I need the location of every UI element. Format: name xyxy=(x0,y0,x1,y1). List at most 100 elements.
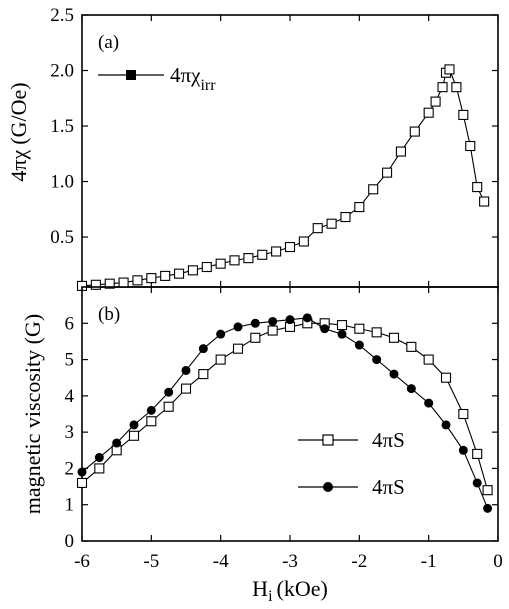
y-tick-label: 1.5 xyxy=(50,116,74,137)
panel-a-tag: (a) xyxy=(98,32,119,53)
data-point xyxy=(129,420,139,430)
data-point xyxy=(451,82,462,93)
data-point xyxy=(94,463,105,474)
data-point xyxy=(382,167,393,178)
legend-marker-a xyxy=(126,70,136,80)
data-point xyxy=(268,316,278,326)
data-point xyxy=(250,332,261,343)
x-axis-title-sub: i xyxy=(268,588,273,605)
data-point xyxy=(181,365,191,375)
y-tick-label: 0 xyxy=(65,531,75,552)
x-axis-title: Hi (kOe) xyxy=(252,576,328,605)
data-point xyxy=(271,246,282,257)
legend-label-a-main: 4πχ xyxy=(170,63,201,87)
data-point xyxy=(76,477,88,488)
data-point xyxy=(440,372,452,383)
series-line xyxy=(81,68,485,287)
panel-a-y-axis-title: 4πχ (G/Oe) xyxy=(6,82,31,181)
data-point xyxy=(298,236,309,247)
y-tick-label: 4 xyxy=(65,386,75,407)
data-point xyxy=(128,430,140,441)
data-point xyxy=(146,416,157,427)
y-tick-label: 6 xyxy=(65,313,75,334)
data-point xyxy=(441,420,451,430)
data-point xyxy=(146,405,156,415)
data-point xyxy=(198,369,209,380)
data-point xyxy=(187,265,198,276)
data-point xyxy=(243,253,254,264)
data-point xyxy=(215,354,226,365)
data-point xyxy=(320,324,330,334)
data-point xyxy=(472,182,483,193)
data-point xyxy=(118,277,129,288)
panel-b-legend: 4πS 4πS xyxy=(298,428,405,499)
data-point xyxy=(164,387,174,397)
data-point xyxy=(444,64,455,75)
data-point xyxy=(354,323,365,334)
data-point xyxy=(472,478,482,488)
legend-label-a: 4πχirr xyxy=(170,63,216,94)
legend-label-a-sub: irr xyxy=(200,77,216,94)
data-point xyxy=(201,261,212,273)
x-tick-label: -2 xyxy=(351,551,367,572)
panel-b-y-ticks: 0 1 2 3 4 5 6 xyxy=(65,313,498,552)
data-point xyxy=(285,315,295,325)
data-point xyxy=(312,223,323,234)
panel-a-y-axis-title-unit: (G/Oe) xyxy=(6,82,31,144)
data-point xyxy=(216,329,226,339)
series-line xyxy=(81,317,489,509)
data-point xyxy=(104,278,115,289)
data-point xyxy=(479,196,490,207)
data-point xyxy=(215,258,226,269)
data-point xyxy=(302,313,312,323)
data-point xyxy=(250,318,260,328)
data-point xyxy=(112,438,122,448)
data-point xyxy=(77,467,87,477)
data-point xyxy=(284,241,296,253)
data-point xyxy=(340,212,351,223)
legend-marker-b1 xyxy=(322,434,334,446)
data-point xyxy=(395,146,406,157)
data-point xyxy=(409,126,420,137)
x-tick-label: -4 xyxy=(213,551,229,572)
data-point xyxy=(483,503,493,513)
data-point xyxy=(371,327,382,338)
data-point xyxy=(458,408,469,420)
panel-a-y-axis-title-main: 4πχ xyxy=(6,149,31,181)
y-tick-label: 1.0 xyxy=(50,172,74,193)
legend-label-b1: 4πS xyxy=(372,428,405,452)
data-point xyxy=(406,341,417,352)
panel-a: 0.51.01.52.02.5 (a) 4πχirr 4πχ(G/Oe) xyxy=(6,5,499,291)
data-point xyxy=(437,82,448,93)
y-tick-label: 1 xyxy=(65,495,75,516)
data-point xyxy=(257,249,268,260)
data-point xyxy=(163,401,174,412)
data-point xyxy=(90,279,101,290)
data-point xyxy=(336,320,348,331)
panel-a-y-ticks: 0.5 1.0 1.5 2.0 2.5 xyxy=(50,5,499,287)
panel-a-series xyxy=(76,64,490,291)
data-point xyxy=(423,354,434,365)
data-point xyxy=(368,184,379,195)
y-tick-label: 2.5 xyxy=(50,5,74,26)
data-point xyxy=(354,202,365,213)
data-point xyxy=(482,485,493,496)
x-tick-label: -3 xyxy=(282,551,298,572)
panel-b: 0 1 2 3 4 5 6 -6 -5 -4 -3 -2 -1 0 (b) 4πS 4πS magnet… xyxy=(20,286,503,605)
data-point xyxy=(198,344,208,354)
x-tick-label: -1 xyxy=(421,551,437,572)
data-point xyxy=(424,398,434,408)
data-point xyxy=(423,107,434,118)
data-point xyxy=(388,332,400,343)
data-point xyxy=(458,109,469,120)
panel-b-tag: (b) xyxy=(98,304,120,325)
data-point xyxy=(389,369,399,379)
data-point xyxy=(326,218,337,229)
data-point xyxy=(174,268,185,279)
x-axis-title-main: H xyxy=(252,576,268,601)
data-point xyxy=(406,384,416,394)
panel-b-series xyxy=(76,313,493,513)
x-axis-title-unit: (kOe) xyxy=(277,576,328,601)
y-tick-label: 0.5 xyxy=(50,227,74,248)
